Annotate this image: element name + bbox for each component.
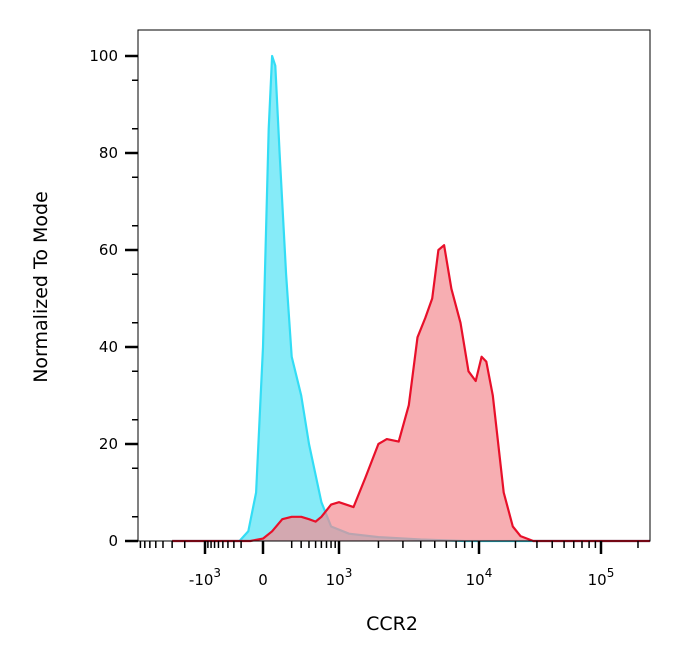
x-tick-base: -10 [189,571,214,589]
y-tick-label: 40 [99,338,118,356]
y-axis: 0 20 40 60 80 100 [89,47,138,550]
x-tick-base: 0 [258,571,268,589]
y-tick-label: 100 [89,47,118,65]
y-tick-label: 20 [99,435,118,453]
x-tick-base: 10 [326,571,345,589]
y-axis-title: Normalized To Mode [30,191,52,383]
x-tick-exponent: 3 [345,566,353,580]
x-tick-label: 104 [466,566,493,589]
x-tick-exponent: 5 [607,566,615,580]
x-tick-label: 103 [326,566,353,589]
x-tick-exponent: 3 [213,566,221,580]
series-2-line [172,244,650,543]
x-tick-base: 10 [466,571,485,589]
y-tick-label: 0 [108,532,118,550]
x-axis-title: CCR2 [366,613,418,635]
series-1-area [172,56,650,541]
x-tick-base: 10 [588,571,607,589]
x-axis: -103 0 103 104 105 [139,541,639,589]
x-tick-label: -103 [189,566,221,589]
x-tick-exponent: 4 [485,566,493,580]
series-layer [172,54,650,543]
plot-frame [137,29,651,542]
y-tick-label: 60 [99,241,118,259]
x-tick-label: 0 [258,571,268,589]
x-tick-label: 105 [588,566,615,589]
y-tick-label: 80 [99,144,118,162]
